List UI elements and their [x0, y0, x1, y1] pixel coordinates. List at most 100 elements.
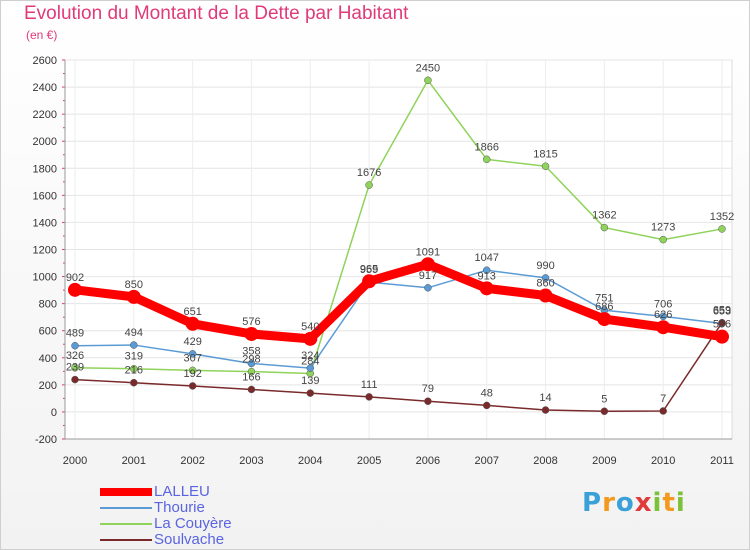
data-label: 576: [242, 316, 260, 328]
x-tick-label: 2003: [239, 455, 263, 467]
data-label: 2450: [416, 62, 440, 74]
data-label: 1676: [357, 167, 381, 179]
data-label: 1362: [592, 210, 616, 222]
x-tick-label: 2006: [416, 455, 440, 467]
data-label: 216: [125, 365, 143, 377]
y-tick-label: 2200: [33, 109, 57, 121]
data-label: 1815: [533, 148, 557, 160]
y-tick-label: -200: [35, 434, 57, 446]
legend-swatch: [100, 523, 152, 525]
series-line-thourie: [74, 269, 723, 369]
data-label: 79: [422, 383, 434, 395]
data-point: [600, 223, 609, 232]
data-label: 653: [713, 306, 731, 318]
data-label: 990: [536, 260, 554, 272]
data-point: [130, 341, 138, 349]
legend-swatch: [100, 539, 152, 541]
data-point: [718, 318, 726, 327]
data-label: 917: [419, 270, 437, 282]
data-label: 1352: [710, 211, 734, 223]
y-tick-label: 2000: [33, 136, 57, 148]
data-point: [659, 407, 667, 415]
data-point: [424, 397, 432, 405]
data-point: [656, 320, 671, 335]
data-label: 489: [66, 328, 84, 340]
chart-title: Evolution du Montant de la Dette par Hab…: [24, 3, 409, 24]
logo-letter: r: [602, 488, 616, 518]
legend-swatch: [100, 488, 152, 496]
data-point: [185, 316, 200, 331]
data-point: [365, 393, 373, 401]
data-label: 111: [361, 379, 378, 391]
data-point: [538, 288, 553, 303]
y-tick-label: 800: [39, 299, 57, 311]
data-point: [482, 266, 491, 274]
data-label: 5: [601, 393, 607, 405]
x-tick-label: 2010: [651, 455, 675, 467]
y-tick-label: 1800: [33, 163, 57, 175]
y-tick-label: 2400: [33, 82, 57, 94]
data-label: 913: [478, 270, 496, 282]
data-label: 324: [301, 350, 319, 362]
data-label: 965: [360, 263, 378, 275]
data-point: [541, 406, 550, 414]
legend-item: LALLEU: [100, 483, 320, 500]
data-label: 686: [595, 301, 613, 313]
data-label: 651: [183, 306, 201, 318]
data-label: 556: [713, 319, 731, 331]
data-label: 751: [595, 292, 613, 304]
data-point: [479, 281, 494, 296]
y-tick-label: 0: [51, 407, 57, 419]
y-tick-label: 200: [39, 380, 57, 392]
data-point: [126, 289, 141, 304]
x-tick-label: 2000: [63, 455, 87, 467]
series-line-la-couyère: [74, 79, 723, 375]
data-point: [247, 359, 256, 368]
data-label: 298: [242, 354, 260, 366]
data-point: [71, 364, 79, 372]
data-point: [244, 326, 259, 341]
logo-letter: x: [634, 488, 653, 518]
data-point: [420, 257, 435, 272]
data-point: [306, 364, 315, 372]
x-tick-label: 2004: [298, 455, 322, 467]
data-point: [424, 76, 432, 85]
data-label: 14: [539, 392, 551, 404]
data-point: [188, 382, 197, 390]
data-label: 429: [183, 336, 201, 348]
legend-item: La Couyère: [100, 515, 320, 532]
data-label: 959: [360, 264, 378, 276]
data-point: [715, 329, 729, 344]
data-label: 494: [125, 327, 143, 339]
x-tick-label: 2002: [180, 455, 204, 467]
data-label: 626: [654, 309, 672, 321]
data-point: [365, 181, 373, 189]
legend-swatch: [100, 507, 152, 509]
y-tick-label: 600: [39, 326, 57, 338]
data-label: 48: [481, 387, 493, 399]
data-label: 659: [713, 305, 731, 317]
data-point: [659, 235, 667, 244]
data-point: [130, 364, 138, 373]
data-label: 902: [66, 272, 84, 284]
data-point: [247, 367, 256, 376]
data-point: [188, 350, 197, 358]
x-tick-label: 2008: [533, 455, 557, 467]
data-label: 166: [242, 371, 260, 383]
x-tick-label: 2011: [710, 455, 734, 467]
y-tick-label: 1200: [33, 245, 57, 257]
data-point: [306, 389, 315, 397]
data-label: 1866: [474, 141, 498, 153]
y-tick-label: 2600: [33, 55, 57, 67]
data-label: 239: [66, 362, 84, 374]
data-label: 1047: [474, 252, 498, 264]
logo-letter: i: [652, 488, 663, 518]
data-point: [71, 375, 79, 384]
data-label: 139: [301, 375, 319, 387]
logo-letter: P: [582, 488, 603, 518]
x-tick-label: 2001: [122, 455, 146, 467]
legend-label: LALLEU: [154, 483, 210, 500]
y-tick-label: 1600: [33, 190, 57, 202]
data-label: 192: [183, 368, 201, 380]
x-tick-label: 2005: [357, 455, 381, 467]
